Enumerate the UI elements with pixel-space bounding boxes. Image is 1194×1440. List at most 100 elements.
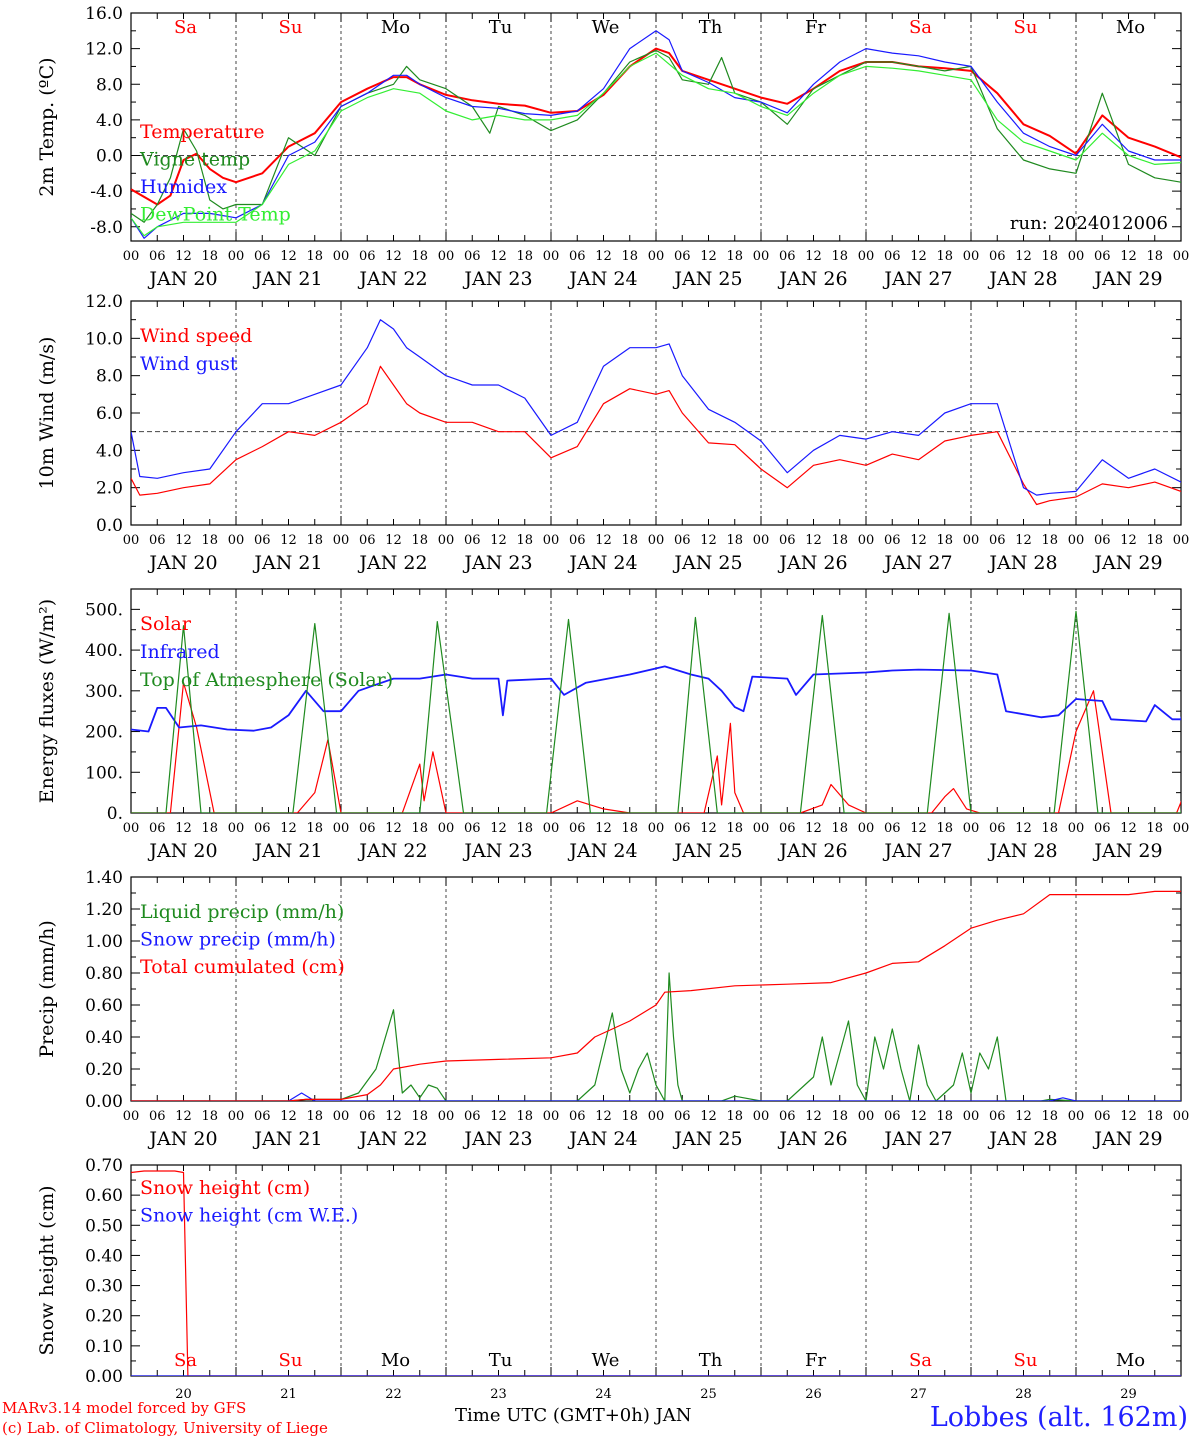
day-number-label: 26 <box>805 1387 822 1402</box>
hour-tick-label: 12 <box>385 821 402 836</box>
hour-tick-label: 18 <box>1041 533 1058 548</box>
hour-tick-label: 12 <box>490 821 507 836</box>
hour-tick-label: 00 <box>858 1109 875 1124</box>
day-number-label: 28 <box>1015 1387 1032 1402</box>
y-tick-label: 1.00 <box>85 932 123 952</box>
date-label: JAN 21 <box>252 840 322 862</box>
y-tick-label: 0.50 <box>85 1216 123 1236</box>
date-label: JAN 20 <box>147 1128 217 1150</box>
weekday-label: Mo <box>381 17 410 38</box>
hour-tick-label: 06 <box>989 533 1006 548</box>
hour-tick-label: 18 <box>516 533 533 548</box>
hour-tick-label: 18 <box>1041 1109 1058 1124</box>
date-label: JAN 22 <box>357 840 427 862</box>
hour-tick-label: 18 <box>621 821 638 836</box>
y-axis-title: 2m Temp. (ºC) <box>36 57 58 196</box>
weekday-label: Mo <box>1116 1350 1145 1371</box>
weekday-label: Su <box>279 17 303 38</box>
panel-precip: 0.00 0.20 0.40 0.60 0.80 1.00 1.20 1.40 00 06 12 18… <box>36 868 1189 1150</box>
y-axis-title: 10m Wind (m/s) <box>36 337 58 490</box>
hour-tick-label: 18 <box>936 1109 953 1124</box>
date-label: JAN 20 <box>147 840 217 862</box>
hour-tick-label: 18 <box>411 249 428 264</box>
y-tick-label: 400. <box>85 641 123 661</box>
y-tick-label: 0.20 <box>85 1307 123 1327</box>
hour-tick-label: 18 <box>306 1109 323 1124</box>
date-label: JAN 27 <box>882 552 952 574</box>
hour-tick-label: 00 <box>858 821 875 836</box>
hour-tick-label: 00 <box>1173 533 1190 548</box>
y-tick-label: 0.00 <box>85 1092 123 1112</box>
hour-tick-label: 06 <box>779 249 796 264</box>
legend-entry: Top of Atmesphere (Solar) <box>140 669 393 691</box>
hour-tick-label: 06 <box>569 821 586 836</box>
hour-tick-label: 00 <box>123 249 140 264</box>
x-axis-caption: Time UTC (GMT+0h) JAN <box>455 1405 692 1426</box>
date-label: JAN 21 <box>252 1128 322 1150</box>
date-label: JAN 20 <box>147 552 217 574</box>
hour-tick-label: 00 <box>1068 533 1085 548</box>
hour-tick-label: 18 <box>1041 249 1058 264</box>
hour-tick-label: 06 <box>779 1109 796 1124</box>
hour-tick-label: 18 <box>306 821 323 836</box>
legend-entry: Snow height (cm) <box>140 1177 310 1199</box>
hour-tick-label: 18 <box>201 249 218 264</box>
hour-tick-label: 12 <box>1120 533 1137 548</box>
hour-tick-label: 12 <box>700 1109 717 1124</box>
panel-energy: 0. 100. 200. 300. 400. 500. 00 06 12 18 00 06 12 18 00… <box>36 588 1189 862</box>
hour-tick-label: 18 <box>726 821 743 836</box>
run-label: run: 2024012006 <box>1010 213 1168 234</box>
y-tick-label: 8.0 <box>96 367 123 387</box>
hour-tick-label: 12 <box>490 1109 507 1124</box>
hour-tick-label: 00 <box>1173 249 1190 264</box>
hour-tick-label: 06 <box>569 533 586 548</box>
hour-tick-label: 12 <box>385 533 402 548</box>
hour-tick-label: 06 <box>569 1109 586 1124</box>
hour-tick-label: 00 <box>1068 1109 1085 1124</box>
y-axis-title: Snow height (cm) <box>36 1185 58 1355</box>
hour-tick-label: 12 <box>385 249 402 264</box>
hour-tick-label: 06 <box>674 249 691 264</box>
date-label: JAN 29 <box>1092 552 1162 574</box>
hour-tick-label: 18 <box>726 1109 743 1124</box>
date-label: JAN 23 <box>462 268 532 290</box>
date-label: JAN 28 <box>987 552 1057 574</box>
hour-tick-label: 18 <box>936 249 953 264</box>
date-label: JAN 21 <box>252 268 322 290</box>
y-tick-label: 4.0 <box>96 441 123 461</box>
hour-tick-label: 00 <box>543 821 560 836</box>
y-tick-label: 100. <box>85 763 123 783</box>
series-line-infrared <box>131 665 1181 733</box>
weekday-label: Sa <box>909 1350 932 1371</box>
series-line-total-cumulated-cm- <box>131 890 1181 1101</box>
hour-tick-label: 06 <box>464 533 481 548</box>
y-tick-label: 0.0 <box>96 516 123 536</box>
day-number-label: 23 <box>490 1387 507 1402</box>
hour-tick-label: 12 <box>1120 249 1137 264</box>
weekday-label: Tu <box>489 17 513 38</box>
hour-tick-label: 00 <box>648 249 665 264</box>
hour-tick-label: 06 <box>884 249 901 264</box>
legend-entry: Snow precip (mm/h) <box>140 929 336 951</box>
hour-tick-label: 00 <box>543 1109 560 1124</box>
series-line-humidex <box>131 30 1181 239</box>
hour-tick-label: 12 <box>175 821 192 836</box>
y-tick-label: 16.0 <box>85 4 123 24</box>
hour-tick-label: 00 <box>333 1109 350 1124</box>
weekday-label: Mo <box>381 1350 410 1371</box>
plot-frame <box>130 588 1182 814</box>
weekday-label: Su <box>1014 1350 1038 1371</box>
hour-tick-label: 18 <box>411 1109 428 1124</box>
series-line-dewpoint-temp <box>131 52 1181 237</box>
hour-tick-label: 12 <box>805 249 822 264</box>
hour-tick-label: 00 <box>228 821 245 836</box>
hour-tick-label: 06 <box>359 249 376 264</box>
hour-tick-label: 12 <box>175 1109 192 1124</box>
hour-tick-label: 18 <box>306 249 323 264</box>
hour-tick-label: 06 <box>569 249 586 264</box>
hour-tick-label: 06 <box>254 1109 271 1124</box>
y-tick-label: 200. <box>85 723 123 743</box>
hour-tick-label: 12 <box>1120 1109 1137 1124</box>
date-label: JAN 24 <box>567 552 637 574</box>
